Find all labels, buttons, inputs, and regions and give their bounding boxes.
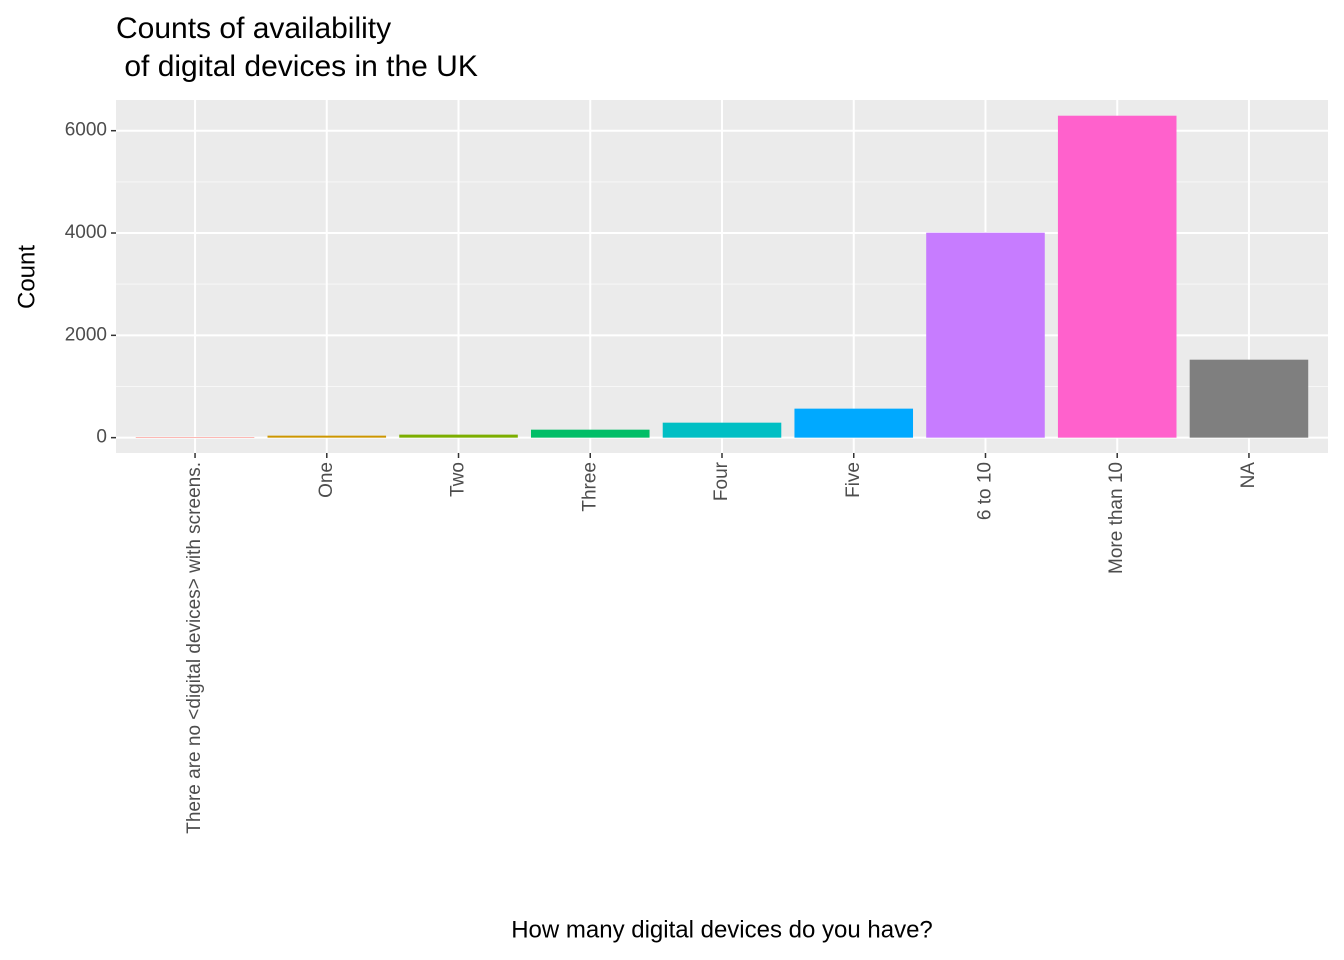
bar [926,232,1045,438]
x-tick-label: There are no <digital devices> with scre… [184,462,205,834]
bar [1057,115,1177,438]
x-tick-label: Two [448,462,469,497]
y-tick-label: 4000 [65,222,107,243]
bar [530,429,650,438]
x-tick-label: More than 10 [1106,462,1127,574]
bar [662,422,782,438]
bar [135,437,255,438]
x-axis-title: How many digital devices do you have? [511,916,933,943]
x-tick-label: 6 to 10 [974,462,995,520]
y-tick-label: 2000 [65,324,107,345]
bar [267,435,387,438]
x-tick-label: One [316,462,337,498]
bar [1189,359,1309,438]
x-tick-label: Four [711,461,732,501]
bar [399,434,518,438]
bar [794,408,914,438]
x-tick-label: Five [843,462,864,498]
y-tick-label: 6000 [65,120,107,141]
chart-title: Counts of availability of digital device… [116,12,478,83]
x-tick-label: Three [579,462,600,512]
y-tick-label: 0 [96,427,107,448]
x-tick-label: NA [1238,462,1259,489]
y-axis-title: Count [13,245,40,309]
